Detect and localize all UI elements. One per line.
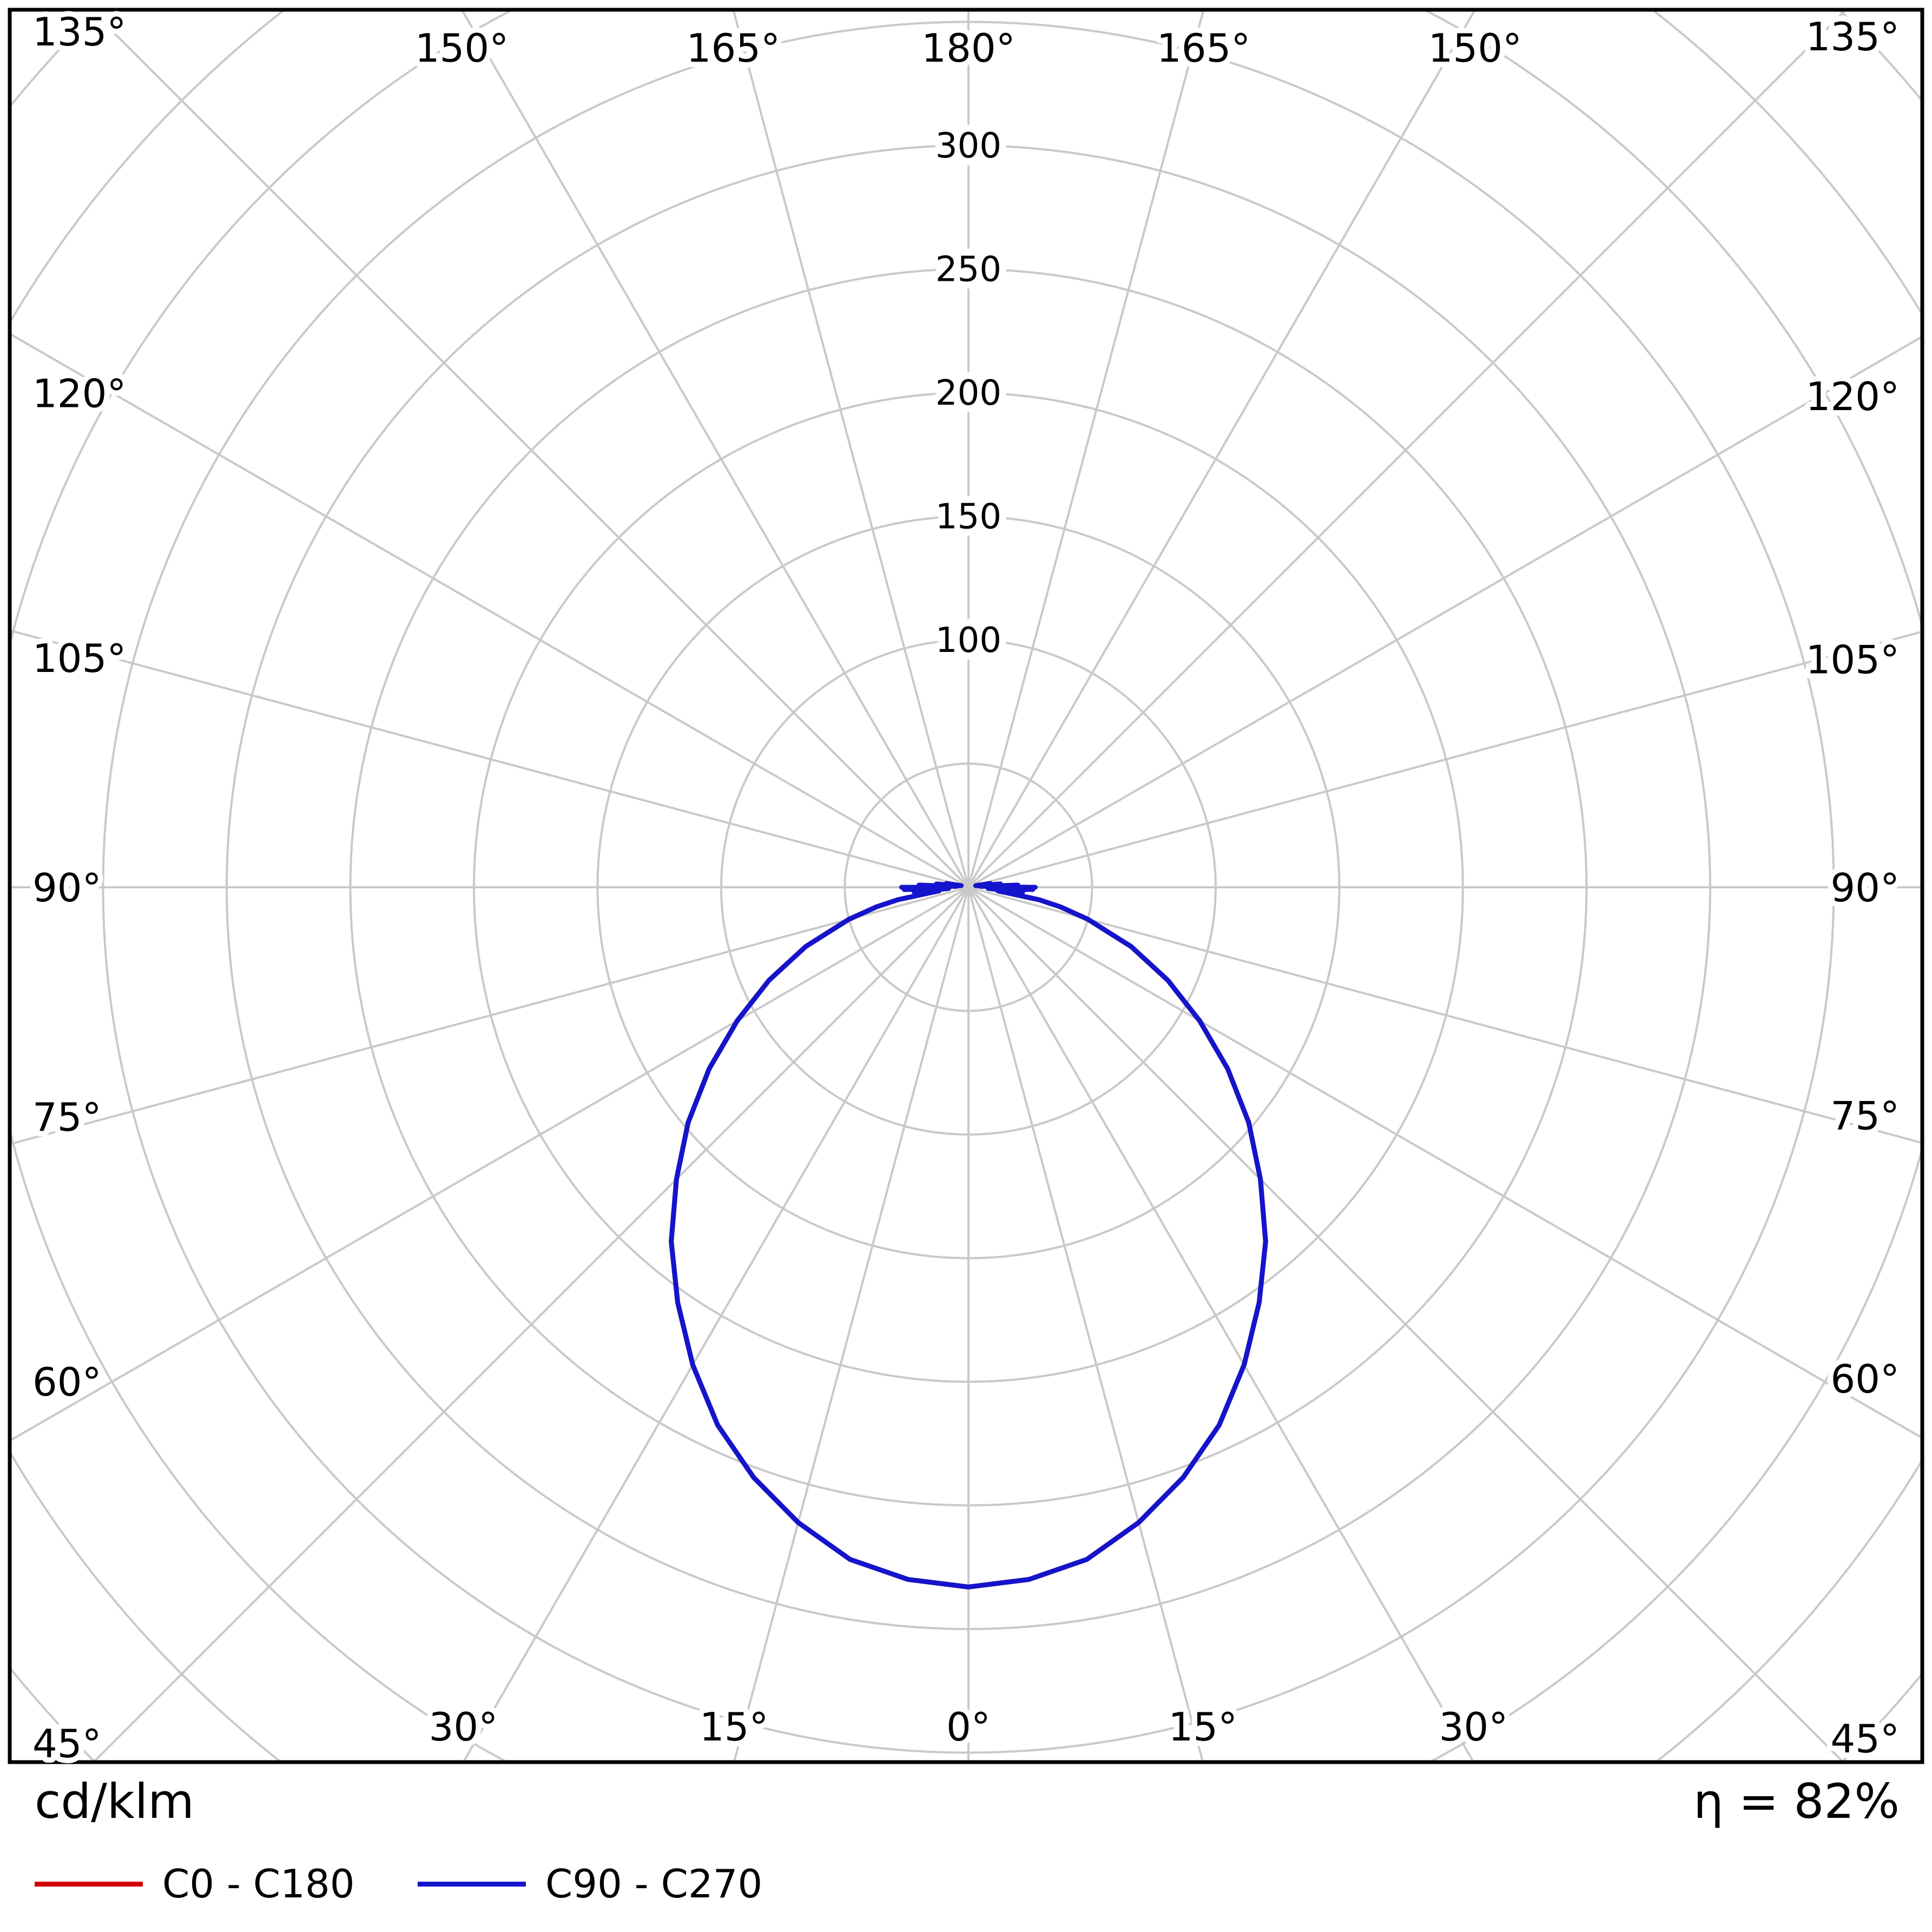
angle-label-315: 45° — [32, 1721, 102, 1766]
angle-labels: 0° 15° 30° 45° 60° 75° 90° 105° 120° 135° 150° 165°… — [27, 4, 1905, 1772]
grid-spoke-105 — [968, 630, 1922, 888]
grid-spoke-45 — [967, 886, 1845, 1762]
angle-label-330: 30° — [429, 1704, 498, 1750]
angle-label-180: 180° — [921, 25, 1015, 71]
grid-spoke-225 — [89, 10, 970, 888]
grid-spoke-150 — [967, 10, 1476, 888]
grid-spoke-210 — [460, 10, 970, 888]
grid-spoke-15 — [967, 887, 1204, 1762]
angle-label-150: 150° — [1428, 25, 1522, 71]
grid-spoke-75 — [968, 886, 1922, 1144]
angle-label-240: 120° — [32, 371, 126, 417]
angle-label-75: 75° — [1830, 1093, 1900, 1138]
radial-tick-labels: 100 150 200 250 300 — [928, 119, 1008, 668]
plot-border — [8, 8, 1924, 1764]
grid-spoke-300 — [10, 886, 970, 1442]
legend-label-c0-c180: C0 - C180 — [162, 1861, 355, 1907]
angle-label-225: 135° — [32, 9, 126, 55]
units-label: cd/klm — [35, 1773, 195, 1829]
radial-tick-250: 250 — [935, 250, 1001, 290]
grid-spoke-345 — [733, 887, 970, 1762]
grid-spoke-315 — [92, 886, 970, 1762]
legend-line-icon-c90-c270 — [418, 1881, 526, 1887]
angle-label-0: 0° — [946, 1704, 991, 1750]
legend-line-icon-c0-c180 — [35, 1881, 143, 1887]
grid-spoke-60 — [967, 886, 1922, 1440]
intensity-curves — [669, 881, 1268, 1590]
grid-spoke-165 — [967, 10, 1205, 888]
angle-label-210: 150° — [415, 25, 509, 71]
radial-tick-300: 300 — [935, 126, 1001, 166]
angle-label-30: 30° — [1439, 1704, 1508, 1750]
grid-spoke-255 — [10, 629, 969, 888]
angle-label-345: 15° — [700, 1704, 769, 1750]
radial-tick-150: 150 — [935, 497, 1001, 537]
grid-spoke-195 — [732, 10, 970, 888]
angle-label-120: 120° — [1806, 374, 1900, 419]
grid-spoke-285 — [10, 886, 969, 1145]
grid-spoke-135 — [967, 10, 1848, 888]
legend-label-c90-c270: C90 - C270 — [545, 1861, 763, 1907]
angle-label-285: 75° — [32, 1094, 102, 1140]
efficiency-value: η = 82% — [1693, 1773, 1900, 1829]
angle-label-60: 60° — [1830, 1356, 1900, 1402]
angle-label-270: 90° — [32, 865, 102, 911]
legend-item-c0-c180: C0 - C180 — [35, 1857, 355, 1911]
radial-tick-200: 200 — [935, 373, 1001, 413]
grid-spoke-30 — [967, 886, 1475, 1762]
grid-spoke-120 — [967, 335, 1922, 888]
curve-C90-C270 — [669, 881, 1268, 1590]
angle-label-45: 45° — [1830, 1716, 1900, 1762]
angle-label-105: 105° — [1806, 637, 1900, 683]
radial-tick-100: 100 — [935, 621, 1001, 661]
angle-label-90: 90° — [1830, 865, 1900, 911]
grid-spoke-330 — [462, 886, 970, 1762]
angle-label-15: 15° — [1168, 1704, 1237, 1750]
grid-spoke-240 — [10, 332, 970, 888]
angle-label-255: 105° — [32, 636, 126, 681]
angle-label-165: 165° — [1157, 25, 1250, 71]
angle-label-195: 165° — [687, 25, 780, 71]
legend-item-c90-c270: C90 - C270 — [418, 1857, 762, 1911]
angle-label-135: 135° — [1806, 14, 1900, 60]
angle-label-300: 60° — [32, 1359, 102, 1405]
